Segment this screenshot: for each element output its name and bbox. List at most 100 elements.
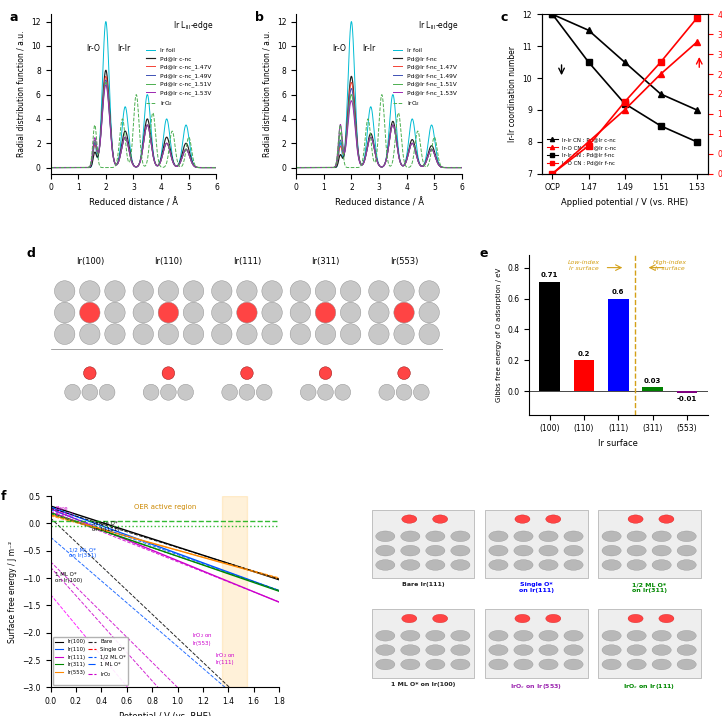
- Circle shape: [652, 659, 671, 669]
- Circle shape: [652, 546, 671, 556]
- Circle shape: [290, 302, 310, 323]
- Circle shape: [79, 324, 100, 344]
- Y-axis label: Radial distribution function / a.u.: Radial distribution function / a.u.: [17, 31, 26, 158]
- Circle shape: [546, 515, 561, 523]
- Y-axis label: Ir-Ir coordination number: Ir-Ir coordination number: [508, 46, 517, 142]
- Circle shape: [489, 560, 508, 571]
- Pd@Ir c-nc_1.49V: [76, 163, 84, 172]
- Circle shape: [432, 614, 448, 623]
- Ir(553): [47, 511, 56, 519]
- Pd@Ir c-nc_1.53V: [76, 163, 84, 172]
- Circle shape: [677, 644, 696, 655]
- Circle shape: [54, 302, 75, 323]
- Circle shape: [602, 659, 621, 669]
- Circle shape: [451, 560, 470, 571]
- Circle shape: [426, 630, 445, 641]
- Pd@Ir c-nc_1.49V: [212, 163, 221, 172]
- Circle shape: [514, 644, 533, 655]
- Text: c: c: [500, 11, 508, 24]
- Circle shape: [183, 281, 204, 301]
- Circle shape: [105, 302, 125, 323]
- Line: Pd@Ir c-nc_1.51V: Pd@Ir c-nc_1.51V: [51, 82, 217, 168]
- Circle shape: [677, 659, 696, 669]
- Pd@Ir f-nc_1.47V: [334, 148, 343, 157]
- Ir(110): [182, 553, 191, 561]
- Circle shape: [652, 630, 671, 641]
- Pd@Ir f-nc_1.51V: [334, 139, 343, 147]
- Line: Pd@Ir f-nc: Pd@Ir f-nc: [296, 77, 462, 168]
- Pd@Ir f-nc_1.49V: [390, 123, 399, 132]
- Pd@Ir f-nc_1.51V: [458, 163, 466, 172]
- Ir(553): [239, 564, 248, 573]
- IrO$_2$: [144, 147, 153, 155]
- Line: Pd@Ir c-nc_1.47V: Pd@Ir c-nc_1.47V: [51, 77, 217, 168]
- IrO$_2$: [46, 163, 55, 172]
- Text: Bare Ir(111): Bare Ir(111): [401, 582, 444, 587]
- Pd@Ir f-nc_1.53V: [403, 154, 412, 163]
- Text: Ir-Ir: Ir-Ir: [362, 44, 376, 53]
- Pd@Ir f-nc_1.49V: [403, 154, 412, 163]
- Circle shape: [602, 531, 621, 542]
- X-axis label: Reduced distance / Å: Reduced distance / Å: [89, 198, 178, 208]
- Pd@Ir c-nc_1.51V: [102, 78, 110, 87]
- Pd@Ir c-nc_1.51V: [76, 163, 84, 172]
- Circle shape: [160, 384, 176, 400]
- Pd@Ir c-nc: [46, 163, 55, 172]
- Line: IrO$_2$: IrO$_2$: [296, 95, 462, 168]
- Ir(100): [47, 502, 56, 511]
- Pd@Ir c-nc: [212, 163, 221, 172]
- Text: a: a: [9, 11, 17, 24]
- Pd@Ir f-nc_1.47V: [403, 154, 412, 163]
- Circle shape: [54, 281, 75, 301]
- Circle shape: [316, 324, 336, 344]
- Circle shape: [602, 560, 621, 571]
- Circle shape: [65, 384, 80, 400]
- Pd@Ir f-nc_1.53V: [292, 163, 300, 172]
- Ir foil: [144, 95, 153, 104]
- Circle shape: [426, 546, 445, 556]
- Pd@Ir c-nc_1.47V: [157, 154, 166, 163]
- Ir(311): [181, 555, 190, 563]
- Circle shape: [319, 367, 332, 379]
- Pd@Ir c-nc_1.47V: [46, 163, 55, 172]
- Pd@Ir f-nc_1.47V: [321, 163, 330, 172]
- Circle shape: [369, 324, 389, 344]
- Line: Pd@Ir f-nc_1.51V: Pd@Ir f-nc_1.51V: [296, 95, 462, 168]
- Ir foil: [292, 163, 300, 172]
- Circle shape: [514, 560, 533, 571]
- Ir foil: [347, 17, 356, 26]
- Line: Ir(111): Ir(111): [51, 509, 279, 602]
- Line: Ir(553): Ir(553): [51, 515, 279, 579]
- Circle shape: [99, 384, 115, 400]
- Circle shape: [393, 302, 414, 323]
- Circle shape: [489, 659, 508, 669]
- Text: Bare
Ir(111): Bare Ir(111): [55, 505, 74, 516]
- Circle shape: [539, 560, 558, 571]
- Ir foil: [46, 163, 55, 172]
- Line: Pd@Ir c-nc_1.49V: Pd@Ir c-nc_1.49V: [51, 80, 217, 168]
- Circle shape: [396, 384, 412, 400]
- Pd@Ir c-nc_1.53V: [171, 162, 180, 170]
- Circle shape: [659, 614, 674, 623]
- Text: b: b: [255, 11, 264, 24]
- Pd@Ir c-nc: [102, 66, 110, 74]
- Circle shape: [212, 302, 232, 323]
- Circle shape: [628, 614, 643, 623]
- Pd@Ir f-nc_1.47V: [347, 78, 356, 87]
- Circle shape: [627, 659, 646, 669]
- IrO$_2$: [212, 163, 221, 172]
- Bar: [539, 281, 560, 392]
- Pd@Ir c-nc_1.53V: [89, 142, 97, 151]
- Pd@Ir c-nc: [76, 163, 84, 172]
- IrO$_2$: [417, 147, 426, 155]
- Pd@Ir f-nc: [417, 162, 426, 170]
- Y-axis label: Radial distribution function / a.u.: Radial distribution function / a.u.: [262, 31, 271, 158]
- Circle shape: [237, 324, 257, 344]
- Circle shape: [183, 324, 204, 344]
- Ir(311): [239, 574, 248, 583]
- Circle shape: [602, 644, 621, 655]
- Pd@Ir f-nc_1.51V: [321, 163, 330, 172]
- Circle shape: [212, 324, 232, 344]
- IrO$_2$: [132, 90, 141, 99]
- Circle shape: [514, 546, 533, 556]
